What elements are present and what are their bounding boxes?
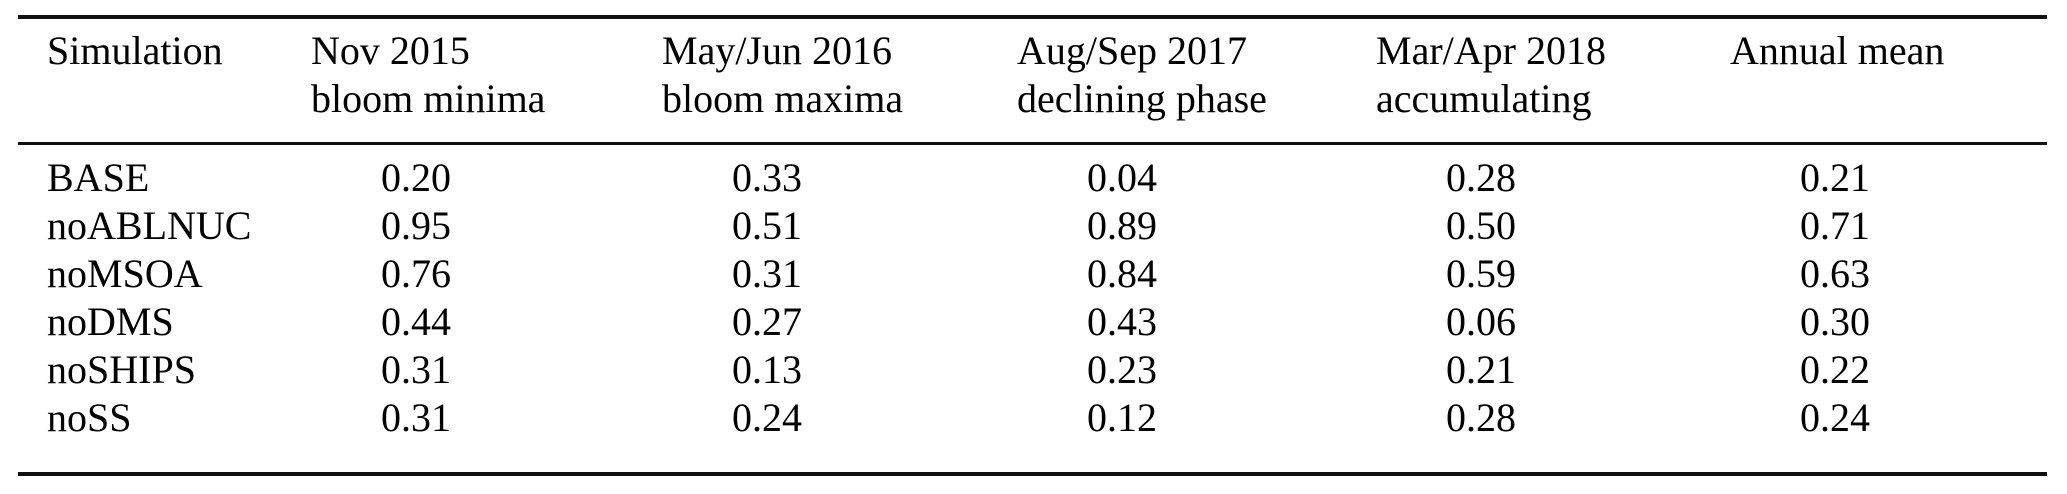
value-cell: 0.06: [1446, 299, 1516, 344]
value-cell: 0.21: [1800, 155, 1870, 200]
column-header-aug-sep-2017: Aug/Sep 2017 declining phase: [1017, 17, 1376, 145]
table-row-noships: noSHIPS 0.31 0.13 0.23 0.21 0.22: [18, 346, 2047, 394]
value-cell: 0.50: [1446, 203, 1516, 248]
value-cell: 0.71: [1800, 203, 1870, 248]
paper-table-region: Simulation Nov 2015 bloom minima May/Jun…: [18, 15, 2047, 476]
value-cell: 0.31: [381, 395, 451, 440]
table-row-noablnuc: noABLNUC 0.95 0.51 0.89 0.50 0.71: [18, 202, 2047, 250]
column-header-nov-2015: Nov 2015 bloom minima: [311, 17, 662, 145]
simulation-name: noABLNUC: [47, 203, 252, 248]
header-line1: Nov 2015: [311, 28, 470, 73]
value-cell: 0.95: [381, 203, 451, 248]
table-row-nodms: noDMS 0.44 0.27 0.43 0.06 0.30: [18, 298, 2047, 346]
value-cell: 0.24: [1800, 395, 1870, 440]
table-body: BASE 0.20 0.33 0.04 0.28 0.21 noABLNUC 0…: [18, 144, 2047, 475]
value-cell: 0.22: [1800, 347, 1870, 392]
table-row-noss: noSS 0.31 0.24 0.12 0.28 0.24: [18, 394, 2047, 474]
value-cell: 0.33: [732, 155, 802, 200]
simulation-name: noDMS: [47, 299, 174, 344]
value-cell: 0.31: [732, 251, 802, 296]
header-line2: accumulating: [1376, 76, 1592, 121]
value-cell: 0.31: [381, 347, 451, 392]
column-header-annual-mean: Annual mean: [1730, 17, 2047, 145]
value-cell: 0.13: [732, 347, 802, 392]
table-row-base: BASE 0.20 0.33 0.04 0.28 0.21: [18, 144, 2047, 203]
header-line1: May/Jun 2016: [662, 28, 892, 73]
header-line1: Annual mean: [1730, 28, 1945, 73]
simulation-name: noMSOA: [47, 251, 203, 296]
value-cell: 0.24: [732, 395, 802, 440]
simulation-name: BASE: [47, 155, 150, 200]
value-cell: 0.28: [1446, 395, 1516, 440]
value-cell: 0.23: [1087, 347, 1157, 392]
header-line2: bloom minima: [311, 76, 546, 121]
simulation-name: noSS: [47, 395, 132, 440]
value-cell: 0.44: [381, 299, 451, 344]
simulation-name: noSHIPS: [47, 347, 196, 392]
header-line2: declining phase: [1017, 76, 1267, 121]
value-cell: 0.51: [732, 203, 802, 248]
value-cell: 0.28: [1446, 155, 1516, 200]
column-header-mar-apr-2018: Mar/Apr 2018 accumulating: [1376, 17, 1730, 145]
value-cell: 0.30: [1800, 299, 1870, 344]
value-cell: 0.21: [1446, 347, 1516, 392]
value-cell: 0.89: [1087, 203, 1157, 248]
value-cell: 0.12: [1087, 395, 1157, 440]
header-line2: bloom maxima: [662, 76, 904, 121]
value-cell: 0.20: [381, 155, 451, 200]
table-header: Simulation Nov 2015 bloom minima May/Jun…: [18, 17, 2047, 145]
header-line1: Simulation: [47, 28, 223, 73]
value-cell: 0.59: [1446, 251, 1516, 296]
header-line1: Mar/Apr 2018: [1376, 28, 1606, 73]
column-header-may-jun-2016: May/Jun 2016 bloom maxima: [662, 17, 1017, 145]
value-cell: 0.76: [381, 251, 451, 296]
value-cell: 0.63: [1800, 251, 1870, 296]
value-cell: 0.43: [1087, 299, 1157, 344]
value-cell: 0.27: [732, 299, 802, 344]
column-header-simulation: Simulation: [18, 17, 311, 145]
header-row: Simulation Nov 2015 bloom minima May/Jun…: [18, 17, 2047, 145]
table-row-nomsoa: noMSOA 0.76 0.31 0.84 0.59 0.63: [18, 250, 2047, 298]
value-cell: 0.84: [1087, 251, 1157, 296]
simulation-results-table: Simulation Nov 2015 bloom minima May/Jun…: [18, 15, 2047, 476]
value-cell: 0.04: [1087, 155, 1157, 200]
header-line1: Aug/Sep 2017: [1017, 28, 1247, 73]
